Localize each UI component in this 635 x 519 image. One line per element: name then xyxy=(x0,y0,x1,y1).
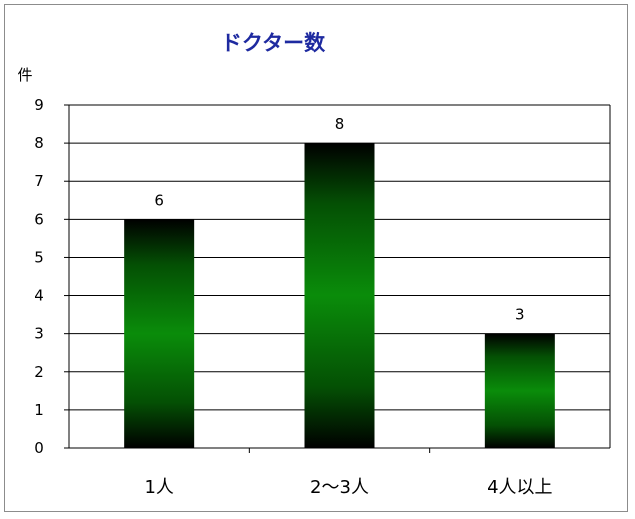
y-tick-label: 0 xyxy=(34,439,44,457)
chart-title: ドクター数 xyxy=(221,31,326,55)
y-tick-label: 9 xyxy=(34,96,44,114)
x-category-labels: 1人 2〜3人 4人以上 xyxy=(144,477,552,498)
y-tick-label: 4 xyxy=(34,287,44,305)
bar-1 xyxy=(124,219,195,448)
y-tick-labels: 0 1 2 3 4 5 6 7 8 9 xyxy=(34,96,44,457)
y-tick-label: 8 xyxy=(34,134,44,152)
x-category-label: 2〜3人 xyxy=(310,477,369,498)
bar-chart: ドクター数 件 0 1 2 3 4 5 6 7 8 9 1人 2〜3人 4人以上 6 8 3 xyxy=(17,31,611,498)
axes xyxy=(64,104,611,453)
y-tick-label: 6 xyxy=(34,210,44,228)
y-tick-label: 1 xyxy=(34,401,44,419)
data-label: 3 xyxy=(515,306,525,324)
data-labels: 6 8 3 xyxy=(154,115,524,324)
bar-2 xyxy=(304,143,375,448)
y-tick-label: 2 xyxy=(34,363,44,381)
y-tick-label: 5 xyxy=(34,248,44,266)
y-tick-label: 3 xyxy=(34,325,44,343)
x-category-label: 4人以上 xyxy=(487,477,552,498)
x-category-label: 1人 xyxy=(144,477,173,498)
chart-frame: ドクター数 件 0 1 2 3 4 5 6 7 8 9 1人 2〜3人 4人以上 6 8 3 xyxy=(4,4,628,512)
bars xyxy=(124,143,555,448)
data-label: 8 xyxy=(335,115,345,133)
data-label: 6 xyxy=(154,191,164,209)
y-axis-unit-label: 件 xyxy=(17,66,32,84)
y-tick-label: 7 xyxy=(34,172,44,190)
bar-3 xyxy=(484,333,555,448)
